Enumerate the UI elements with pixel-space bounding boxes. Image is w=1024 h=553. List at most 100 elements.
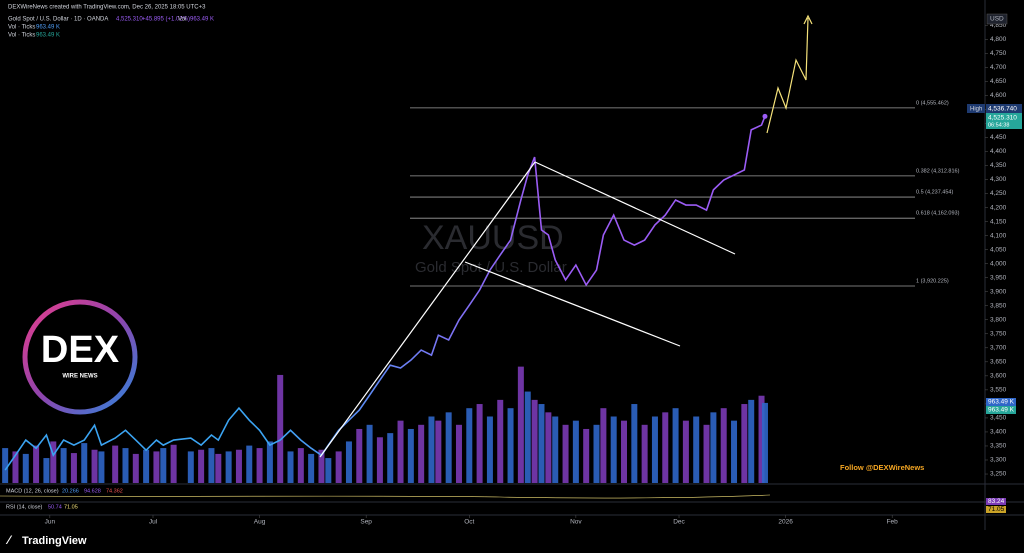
volume-bar (552, 416, 559, 483)
y-tick-label: 4,700 (990, 64, 1007, 71)
y-tick-label: 3,350 (990, 443, 1007, 450)
y-tick-label: 3,800 (990, 316, 1007, 323)
volume-bar (60, 448, 67, 483)
volume-bar (703, 424, 710, 483)
follow: Follow @DEXWireNews (840, 463, 924, 472)
price-line (4, 116, 766, 471)
volume-bar (132, 453, 139, 483)
x-tick-label: Dec (673, 519, 685, 526)
footer (0, 530, 1024, 553)
y-tick-label: 3,550 (990, 387, 1007, 394)
volume-bar (531, 399, 538, 483)
volume-bar (308, 453, 315, 483)
symbol: Gold Spot / U.S. Dollar · 1D · OANDA (8, 17, 108, 23)
vol-label: Vol (178, 17, 186, 23)
volume-bar (545, 412, 552, 483)
volume-bar (256, 448, 263, 483)
header: DEXWireNews created with TradingView.com… (8, 5, 206, 11)
volume-bar (466, 408, 473, 483)
volume-tag-box (986, 398, 1016, 406)
y-tick-label: 3,400 (990, 429, 1007, 436)
rsi-tag: 71.05 (988, 506, 1005, 513)
volume-bar (693, 416, 700, 483)
y-tick-label: 4,250 (990, 190, 1007, 197)
logo-title: DEX (41, 329, 120, 371)
macd-line (0, 494, 771, 499)
volume-bar (153, 451, 160, 483)
volume-bar (33, 445, 40, 483)
high-label: High (970, 107, 982, 113)
rsi-value: 50.74 (48, 504, 62, 510)
y-tick-label: 3,250 (990, 471, 1007, 478)
y-tick-label: 4,100 (990, 232, 1007, 239)
volume-bar (143, 449, 150, 483)
vol-ticks-name: Vol · Ticks (8, 25, 35, 31)
logo-subtitle: WIRE NEWS (62, 374, 97, 380)
volume-bar (366, 424, 373, 483)
last-price: 4,525.310 (116, 17, 143, 23)
x-tick-label: Jun (45, 519, 56, 526)
volume-bar (170, 444, 177, 483)
volume-bar (662, 412, 669, 483)
logo-ring (22, 299, 138, 415)
vol-ticks-value: 963.49 K (36, 33, 60, 39)
fib-label: 1 (3,920.225) (916, 278, 949, 284)
volume-bar (112, 445, 119, 483)
volume-bar (682, 420, 689, 483)
volume-bar (356, 428, 363, 483)
volume-bar (91, 449, 98, 483)
y-tick-label: 4,750 (990, 50, 1007, 57)
currency: USD (990, 16, 1004, 23)
x-tick-label: Aug (254, 519, 266, 526)
volume-bar (621, 420, 628, 483)
macd-name: MACD (12, 26, close) (6, 488, 59, 494)
volume-bar (610, 416, 617, 483)
volume-bar (122, 448, 129, 483)
volume-bar (2, 448, 9, 483)
vol-ticks-name: Vol · Ticks (8, 33, 35, 39)
y-tick-label: 4,350 (990, 162, 1007, 169)
volume-bar (710, 412, 717, 483)
volume-bar (397, 420, 404, 483)
volume-bar (720, 408, 727, 483)
plot: 3,2503,3003,3503,4003,4503,5003,5503,600… (2, 22, 1007, 526)
fib-label: 0.5 (4,237.454) (916, 189, 953, 195)
x-tick-label: Feb (887, 519, 899, 526)
x-tick-label: 2026 (778, 519, 793, 526)
rsi-tag-box (986, 498, 1006, 505)
volume-bar (758, 395, 765, 483)
x-tick-label: Jul (149, 519, 158, 526)
volume-bar (407, 428, 414, 483)
y-tick-label: 3,950 (990, 274, 1007, 281)
volume-bar (741, 404, 748, 483)
volume-bar (225, 451, 232, 483)
volume-bar (428, 416, 435, 483)
last-point (762, 113, 768, 119)
volume-bar (198, 449, 205, 483)
volume-bar (12, 451, 19, 483)
volume-bar (235, 449, 242, 483)
volume-bar (672, 408, 679, 483)
vol-ticks-value: 963.49 K (36, 25, 60, 31)
high-box (967, 104, 985, 113)
trend-line (464, 261, 681, 347)
y-tick-label: 3,900 (990, 288, 1007, 295)
volume-bar (497, 399, 504, 483)
volume-bar (22, 453, 29, 483)
y-tick-label: 4,000 (990, 260, 1007, 267)
y-tick-label: 4,400 (990, 148, 1007, 155)
y-tick-label: 4,300 (990, 176, 1007, 183)
rsi-value: 71.05 (64, 504, 78, 510)
logo: DEX WIRE NEWS (22, 299, 138, 415)
volume-bar (761, 402, 768, 483)
price-tag: 4,525.310 (988, 115, 1017, 122)
rsi-name: RSI (14, close) (6, 504, 43, 510)
volume-bar (435, 420, 442, 483)
projection (766, 17, 809, 134)
volume-bar (187, 451, 194, 483)
watermark: XAUUSD (422, 219, 564, 257)
volume-bar (583, 428, 590, 483)
brand-icon: ⁄ (5, 533, 13, 547)
volume-bar (246, 445, 253, 483)
volume-bar (208, 448, 215, 483)
